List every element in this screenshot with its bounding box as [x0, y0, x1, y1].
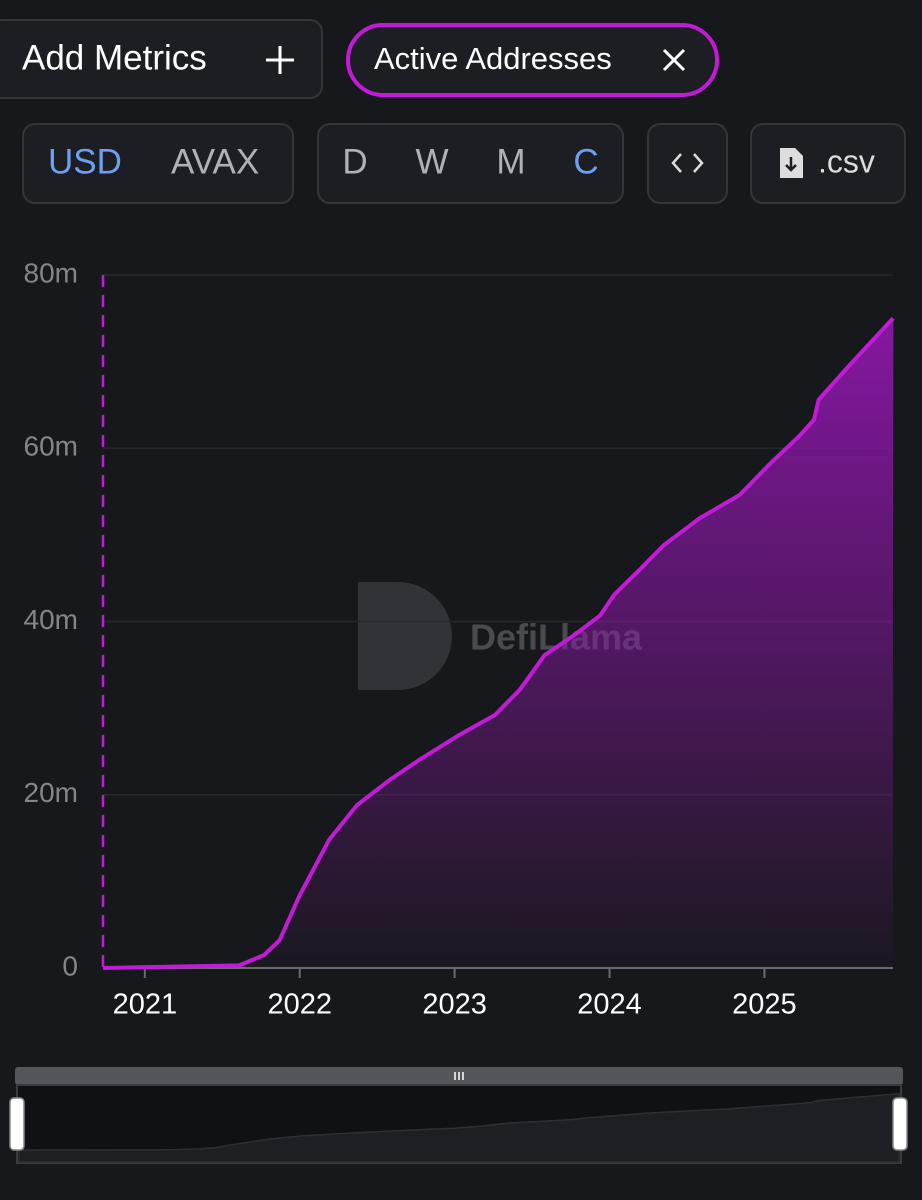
button-label: Add Metrics [22, 38, 207, 77]
period-group [317, 123, 624, 204]
x-tick-label: 2025 [732, 989, 797, 1021]
x-tick-label: 2023 [422, 989, 487, 1021]
metric-pill[interactable]: Active Addresses [346, 23, 719, 97]
y-tick-label: 20m [24, 777, 78, 808]
add-metrics-button[interactable]: Add Metrics [0, 19, 323, 99]
period-m[interactable]: M [496, 142, 525, 181]
period-c[interactable]: C [573, 142, 598, 181]
watermark-logo [358, 582, 452, 690]
csv-button[interactable]: .csv [750, 123, 906, 204]
close-icon [662, 48, 686, 72]
area-fill [103, 318, 893, 968]
y-tick-label: 40m [24, 604, 78, 635]
button-bg [0, 19, 323, 99]
code-icon [671, 153, 704, 173]
overview-area [18, 1092, 900, 1163]
download-icon [785, 157, 797, 172]
pill-label: Active Addresses [374, 41, 612, 76]
y-tick-label: 60m [24, 431, 78, 462]
slider-handle[interactable] [892, 1097, 908, 1151]
plus-icon [266, 46, 294, 74]
series-line [102, 316, 895, 970]
x-tick-label: 2024 [577, 989, 642, 1021]
button-label: .csv [818, 143, 875, 179]
x-tick-label: 2021 [113, 989, 178, 1021]
currency-avax[interactable]: AVAX [171, 142, 259, 181]
button-bg [750, 123, 906, 204]
slider-handle[interactable] [9, 1097, 25, 1151]
x-tick-label: 2022 [267, 989, 332, 1021]
embed-button[interactable] [647, 123, 728, 204]
currency-usd[interactable]: USD [48, 142, 122, 181]
period-d[interactable]: D [342, 142, 367, 181]
period-w[interactable]: W [415, 142, 448, 181]
currency-group [22, 123, 294, 204]
button-bg [647, 123, 728, 204]
y-tick-label: 0 [62, 950, 78, 981]
y-tick-label: 80m [24, 257, 78, 288]
slider-grip [454, 1072, 464, 1080]
pill-bg [346, 23, 719, 97]
